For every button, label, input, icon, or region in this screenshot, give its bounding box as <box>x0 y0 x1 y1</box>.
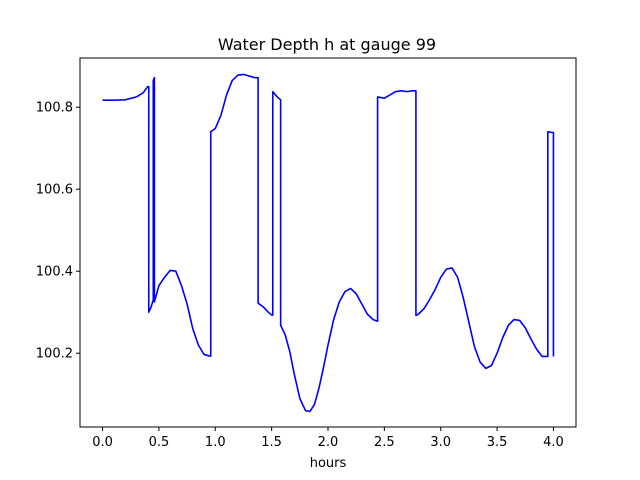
x-tick-label: 3.5 <box>487 435 508 450</box>
y-axis: 100.2 100.4 100.6 100.8 <box>36 101 80 362</box>
x-tick-label: 4.0 <box>543 435 564 450</box>
y-tick-label: 100.8 <box>36 101 73 116</box>
x-tick-label: 2.5 <box>374 435 395 450</box>
chart-title: Water Depth h at gauge 99 <box>218 35 436 54</box>
y-tick-label: 100.4 <box>36 265 73 280</box>
x-tick-label: 2.0 <box>318 435 339 450</box>
plot-area <box>102 73 555 413</box>
x-axis-label: hours <box>310 456 347 471</box>
x-tick-label: 0.5 <box>149 435 170 450</box>
y-tick-label: 100.6 <box>36 183 73 198</box>
series-line-1 <box>102 73 555 413</box>
x-tick-label: 1.0 <box>205 435 226 450</box>
x-axis: 0.0 0.5 1.0 1.5 2.0 2.5 3.0 3.5 4.0 <box>92 427 564 450</box>
x-tick-label: 1.5 <box>261 435 282 450</box>
x-tick-label: 3.0 <box>430 435 451 450</box>
x-tick-label: 0.0 <box>92 435 113 450</box>
y-tick-label: 100.2 <box>36 347 73 362</box>
